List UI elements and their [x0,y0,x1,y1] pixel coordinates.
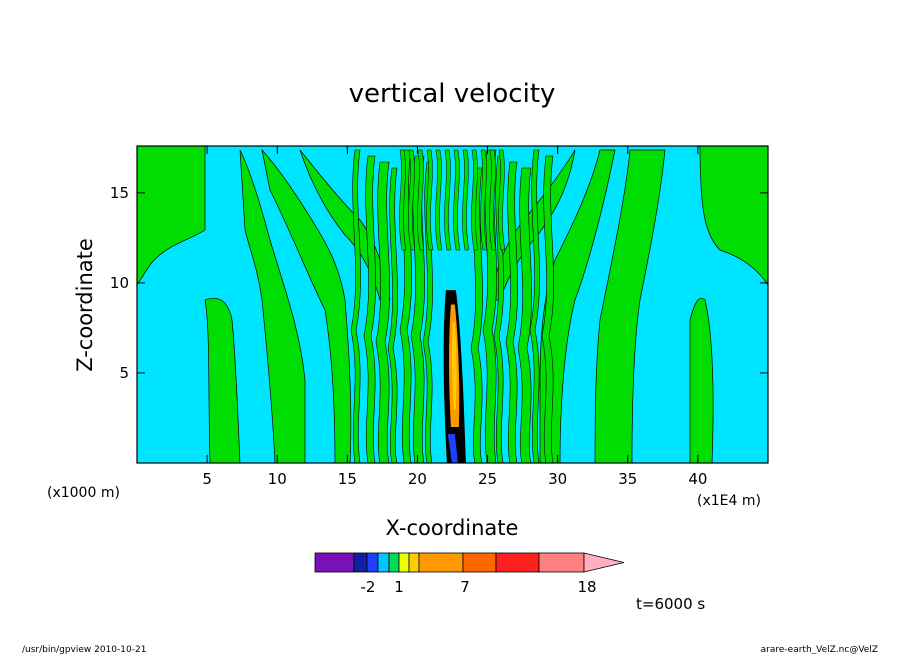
plot-area: 5 10 15 20 25 30 35 40 5 10 15 [110,145,769,488]
colorbar-swatch [495,552,540,573]
x-tick-label: 15 [338,470,357,488]
contour-filament [426,149,434,251]
plot-frame [136,145,769,464]
colorbar-swatch [377,552,390,573]
updraft-core-yellow [451,322,457,409]
x-unit-right: (x1E4 m) [697,493,761,509]
colorbar-swatch [538,552,585,573]
colorbar-swatch [408,552,420,573]
footer-left: /usr/bin/gpview 2010-10-21 [22,645,146,654]
contour-filament [417,149,425,251]
colorbar-arrow [583,552,625,573]
colorbar-tick-label: 1 [394,578,404,596]
colorbar [314,552,625,573]
colorbar-swatch [462,552,497,573]
y-axis-label: Z-coordinate [73,238,97,372]
chart-title: vertical velocity [349,79,556,109]
contour-filament [489,149,497,251]
contour-band-positive [136,145,206,287]
contour-band-positive [699,145,769,287]
y-axis-ticks: 5 10 15 [110,184,768,382]
x-axis-ticks: 5 10 15 20 25 30 35 40 [202,146,707,488]
x-tick-label: 25 [478,470,497,488]
colorbar-swatch [388,552,400,573]
contour-filament [453,149,461,251]
contour-filament [408,149,416,251]
x-axis-label: X-coordinate [386,516,519,540]
x-unit-left: (x1000 m) [47,485,120,501]
contour-filament [498,149,506,251]
colorbar-tick-label: 7 [460,578,470,596]
contour-filament [480,149,488,251]
colorbar-swatch [418,552,464,573]
footer-right: arare-earth_VelZ.nc@VelZ [761,645,878,654]
colorbar-swatch [314,552,355,573]
colorbar-tick-label: 18 [577,578,596,596]
contour-filament [471,149,479,251]
contour-band-positive [204,297,241,464]
x-tick-label: 10 [268,470,287,488]
contour-band-positive [299,149,391,301]
updraft-core [443,290,466,463]
colorbar-tick-labels: -2 1 7 18 [361,578,597,596]
x-tick-label: 35 [618,470,637,488]
colorbar-tick-label: -2 [361,578,376,596]
colorbar-swatch [398,552,410,573]
downdraft-blue [447,434,458,463]
contour-band-positive [689,297,714,464]
contour-filament [444,149,452,251]
time-label: t=6000 s [636,595,705,613]
contour-filament [435,149,443,251]
x-tick-label: 5 [202,470,212,488]
y-tick-label: 5 [119,364,129,382]
contour-bands [136,145,769,464]
x-tick-label: 40 [688,470,707,488]
y-tick-label: 10 [110,274,129,292]
contour-filament [462,149,470,251]
contour-band-positive [261,148,352,464]
x-tick-label: 30 [548,470,567,488]
contour-filament [399,149,407,251]
y-tick-label: 15 [110,184,129,202]
colorbar-swatch [366,552,379,573]
colorbar-swatch [353,552,368,573]
x-tick-label: 20 [408,470,427,488]
